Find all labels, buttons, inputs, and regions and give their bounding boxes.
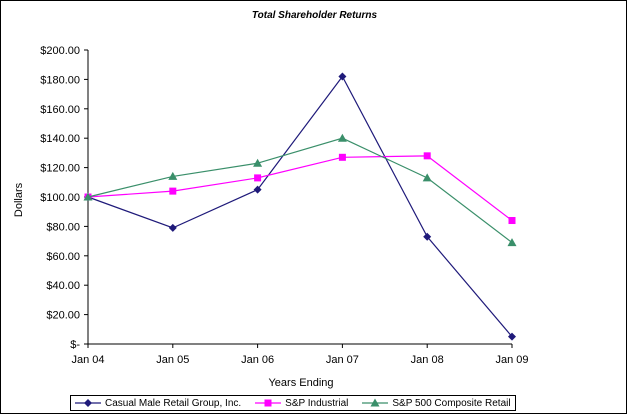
y-tick-label: $40.00 [46, 280, 80, 292]
series-1 [84, 152, 516, 225]
x-axis-title: Years Ending [268, 377, 333, 389]
x-tick-label: Jan 09 [495, 354, 528, 366]
y-tick-label: $20.00 [46, 310, 80, 322]
legend-label: Casual Male Retail Group, Inc. [105, 397, 242, 409]
series-0 [84, 72, 516, 341]
legend-label: S&P Industrial [285, 397, 349, 409]
legend-swatch [255, 399, 282, 407]
y-tick-label: $60.00 [46, 251, 80, 263]
x-tick-label: Jan 07 [326, 354, 359, 366]
data-point [168, 171, 178, 180]
chart-title: Total Shareholder Returns [251, 10, 378, 21]
y-tick-label: $100.00 [40, 192, 80, 204]
y-axis-title: Dollars [13, 182, 25, 217]
y-tick-label: $200.00 [40, 45, 80, 57]
chart-plot: $- $20.00 $40.00 $60.00 $80.00 $100.00 $120.00… [13, 45, 529, 389]
data-point [337, 133, 347, 142]
data-point [507, 238, 517, 247]
legend-item: Casual Male Retail Group, Inc. [75, 398, 241, 409]
y-tick-label: $140.00 [40, 133, 80, 145]
x-tick-label: Jan 06 [241, 354, 274, 366]
legend: Casual Male Retail Group, Inc. S&P Indust… [70, 395, 516, 411]
x-tick-label: Jan 04 [71, 354, 104, 366]
x-tick-label: Jan 05 [156, 354, 189, 366]
data-point [423, 232, 432, 241]
data-point [338, 153, 346, 161]
y-tick-label: $80.00 [46, 221, 80, 233]
data-point [169, 187, 177, 195]
y-tick-label: $- [70, 339, 80, 351]
data-point [508, 217, 516, 225]
data-point [168, 223, 177, 232]
legend-label: S&P 500 Composite Retail [392, 397, 511, 409]
data-point [83, 192, 93, 201]
y-tick-label: $120.00 [40, 163, 80, 175]
legend-marker [264, 399, 272, 407]
legend-marker [370, 398, 380, 407]
y-tick-label: $160.00 [40, 104, 80, 116]
series-2 [83, 133, 517, 247]
legend-item: S&P 500 Composite Retail [362, 397, 511, 409]
data-point [508, 332, 516, 341]
series-line [87, 75, 513, 338]
data-point [253, 185, 262, 194]
legend-marker [84, 399, 92, 407]
series-line [87, 155, 513, 221]
data-point [338, 72, 347, 81]
series-line [87, 137, 513, 244]
data-point [253, 158, 263, 167]
legend-swatch [75, 399, 101, 407]
data-point [423, 152, 431, 160]
legend-swatch [362, 398, 389, 407]
y-tick-label: $180.00 [40, 74, 80, 86]
data-point [422, 173, 432, 182]
legend-item: S&P Industrial [255, 398, 348, 409]
data-point [254, 174, 262, 182]
x-tick-label: Jan 08 [411, 354, 444, 366]
